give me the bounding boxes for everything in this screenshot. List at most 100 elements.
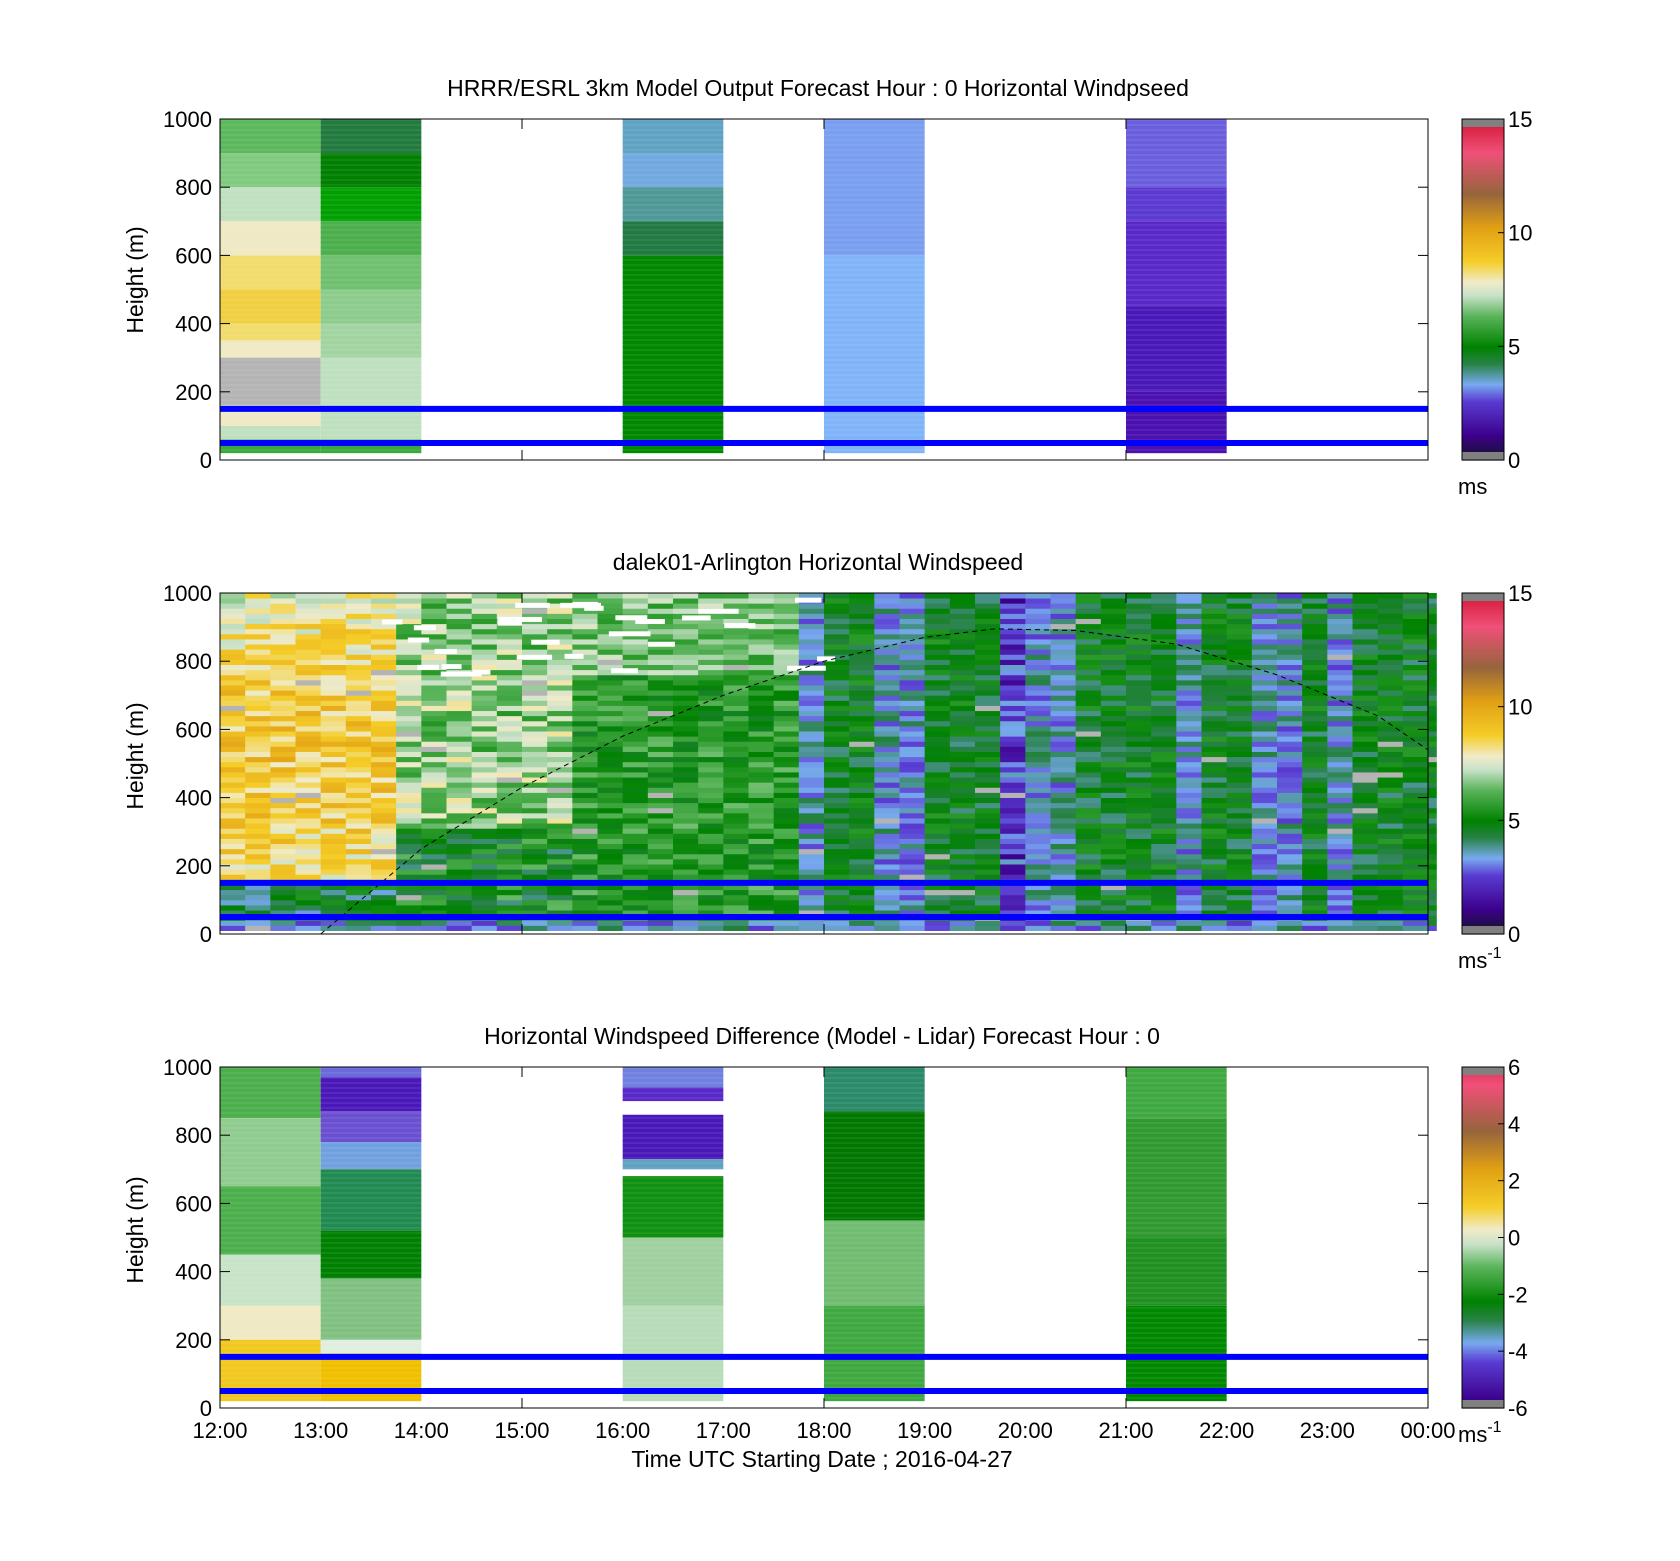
- lidar-cell: [245, 725, 271, 732]
- colorbar-segment: [1462, 642, 1504, 645]
- colorbar-segment: [1462, 1130, 1504, 1134]
- lidar-cell: [1302, 833, 1328, 839]
- lidar-cell: [1000, 787, 1026, 793]
- lidar-cell: [295, 766, 322, 773]
- lidar-cell: [220, 710, 246, 717]
- lidar-cell: [1377, 797, 1404, 804]
- colorbar-segment: [1462, 816, 1504, 820]
- lidar-cell: [1100, 843, 1127, 850]
- colorbar-segment: [1462, 1382, 1504, 1386]
- lidar-cell: [496, 608, 523, 614]
- colorbar-segment: [1462, 665, 1504, 669]
- lidar-cell: [949, 869, 976, 875]
- lidar-cell: [849, 690, 875, 696]
- lidar-cell: [572, 731, 598, 737]
- lidar-cell: [874, 920, 900, 926]
- data-band: [824, 1222, 925, 1224]
- lidar-cell: [798, 818, 825, 824]
- lidar-cell: [773, 669, 800, 676]
- lidar-cell: [949, 608, 976, 614]
- data-band: [320, 179, 422, 181]
- colorbar-segment: [1462, 1098, 1504, 1102]
- lidar-cell: [723, 766, 749, 773]
- lidar-cell: [798, 905, 825, 911]
- data-band: [320, 1082, 422, 1084]
- lidar-cell: [1402, 797, 1429, 804]
- lidar-cell: [924, 741, 951, 747]
- lidar-cell: [547, 802, 573, 809]
- lidar-cell: [1251, 685, 1278, 691]
- colorbar-segment: [1462, 1290, 1504, 1294]
- lidar-cell: [245, 593, 271, 599]
- lidar-cell: [547, 782, 573, 788]
- lidar-cell: [1126, 644, 1152, 650]
- colorbar-segment: [1462, 366, 1504, 369]
- data-band: [1126, 1327, 1227, 1329]
- lidar-cell: [1201, 772, 1228, 778]
- data-band: [220, 1142, 321, 1144]
- lidar-cell: [1176, 741, 1202, 747]
- lidar-cell: [1000, 853, 1026, 860]
- lidar-cell: [1428, 700, 1437, 706]
- lidar-cell: [371, 874, 397, 880]
- data-cell: [320, 289, 422, 324]
- lidar-cell: [220, 869, 246, 875]
- lidar-cell: [496, 720, 523, 727]
- data-band: [824, 189, 925, 191]
- data-band: [220, 159, 321, 161]
- lidar-cell: [1201, 710, 1228, 717]
- data-band: [824, 1132, 925, 1134]
- lidar-cell: [371, 654, 397, 660]
- lidar-cell: [396, 772, 422, 778]
- lidar-cell: [1075, 802, 1102, 809]
- lidar-cell: [773, 818, 800, 824]
- lidar-cell: [798, 685, 825, 691]
- lidar-cell: [270, 751, 296, 758]
- lidar-cell: [748, 889, 775, 896]
- lidar-cell: [1151, 623, 1177, 630]
- data-cell: [824, 1305, 925, 1402]
- data-band: [320, 1142, 422, 1144]
- lidar-cell: [1327, 838, 1353, 845]
- lidar-cell: [975, 777, 1001, 783]
- lidar-cell: [1251, 659, 1278, 666]
- lidar-cell: [320, 751, 347, 758]
- lidar-cell: [1050, 639, 1077, 645]
- colorbar-tick-label: -2: [1508, 1282, 1528, 1307]
- lidar-cell: [1176, 777, 1202, 783]
- data-band: [220, 1297, 321, 1299]
- lidar-cell: [496, 679, 523, 686]
- colorbar-segment: [1462, 191, 1504, 195]
- lidar-cell: [924, 685, 951, 691]
- data-band: [1126, 334, 1227, 336]
- lidar-cell: [1327, 807, 1353, 814]
- data-band: [824, 394, 925, 396]
- colorbar-segment: [1462, 385, 1504, 389]
- lidar-cell: [798, 751, 825, 758]
- lidar-cell: [824, 705, 850, 712]
- lidar-cell: [1251, 731, 1278, 737]
- data-band: [320, 1202, 422, 1204]
- lidar-cell: [1402, 751, 1429, 758]
- lidar-cell: [295, 603, 322, 609]
- colorbar-segment: [1462, 748, 1504, 752]
- lidar-cell: [899, 858, 926, 865]
- lidar-cell: [270, 633, 296, 640]
- lidar-cell: [1402, 848, 1429, 855]
- lidar-cell: [1100, 802, 1127, 809]
- lidar-cell: [1277, 741, 1303, 747]
- lidar-cell: [1075, 613, 1102, 619]
- lidar-cell: [421, 715, 447, 722]
- lidar-cell: [1126, 838, 1152, 845]
- lidar-cell: [1251, 679, 1278, 686]
- lidar-cell: [975, 649, 1001, 655]
- data-band: [1126, 1252, 1227, 1254]
- lidar-cell: [1327, 685, 1353, 691]
- data-band: [220, 369, 321, 371]
- lidar-cell: [622, 649, 649, 655]
- lidar-cell: [1075, 899, 1102, 906]
- lidar-cell: [547, 603, 573, 609]
- lidar-cell: [1402, 853, 1429, 860]
- lidar-cell: [824, 731, 850, 737]
